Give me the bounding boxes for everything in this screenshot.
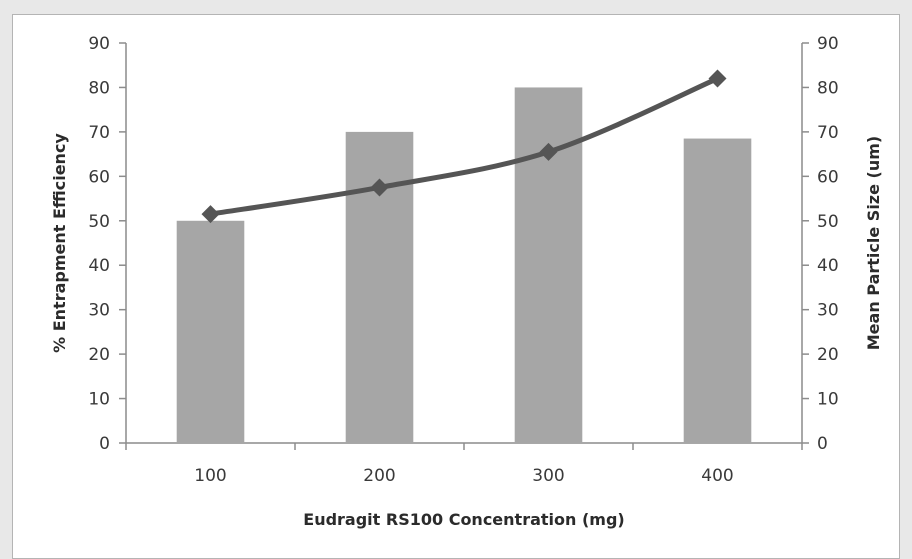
y-right-tick-label: 60 — [817, 167, 839, 187]
y-left-tick-label: 20 — [88, 345, 110, 365]
y-right-tick-label: 0 — [817, 434, 828, 454]
y-right-tick-label: 10 — [817, 390, 839, 410]
y-right-tick-label: 50 — [817, 212, 839, 232]
x-tick-label: 400 — [701, 466, 733, 486]
line-point — [201, 205, 220, 224]
line-point — [708, 69, 727, 88]
x-axis-title: Eudragit RS100 Concentration (mg) — [303, 510, 624, 529]
bar — [176, 220, 245, 443]
x-tick-label: 100 — [194, 466, 226, 486]
y-left-tick-label: 40 — [88, 256, 110, 276]
y-right-tick-label: 70 — [817, 123, 839, 143]
bars — [176, 87, 752, 444]
x-tick-label: 200 — [363, 466, 395, 486]
y-right-tick-label: 30 — [817, 301, 839, 321]
y-left-tick-label: 50 — [88, 212, 110, 232]
y-left-tick-label: 30 — [88, 301, 110, 321]
x-tick-label: 300 — [532, 466, 564, 486]
y-axis-title-right: Mean Particle Size (um) — [864, 136, 883, 350]
y-left-tick-label: 10 — [88, 390, 110, 410]
line-point — [539, 142, 558, 161]
y-left-tick-label: 60 — [88, 167, 110, 187]
y-left-tick-label: 80 — [88, 78, 110, 98]
x-ticks: 100 200 300 400 — [125, 443, 803, 486]
y-left-ticks: 0 10 20 30 40 50 60 70 80 90 — [88, 34, 126, 454]
y-left-tick-label: 0 — [99, 434, 110, 454]
y-left-tick-label: 70 — [88, 123, 110, 143]
y-left-tick-label: 90 — [88, 34, 110, 54]
y-right-tick-label: 90 — [817, 34, 839, 54]
line-path — [208, 76, 720, 217]
line-series — [201, 69, 727, 224]
y-right-ticks: 0 10 20 30 40 50 60 70 80 90 — [802, 34, 839, 454]
chart-frame: 0 10 20 30 40 50 60 70 80 90 0 10 20 30 40 50 60 70 80 90 … — [12, 14, 900, 559]
y-right-tick-label: 80 — [817, 78, 839, 98]
bar — [683, 138, 752, 444]
y-right-tick-label: 40 — [817, 256, 839, 276]
y-axis-title-left: % Entrapment Efficiency — [50, 133, 69, 353]
line-point — [370, 178, 389, 197]
y-right-tick-label: 20 — [817, 345, 839, 365]
